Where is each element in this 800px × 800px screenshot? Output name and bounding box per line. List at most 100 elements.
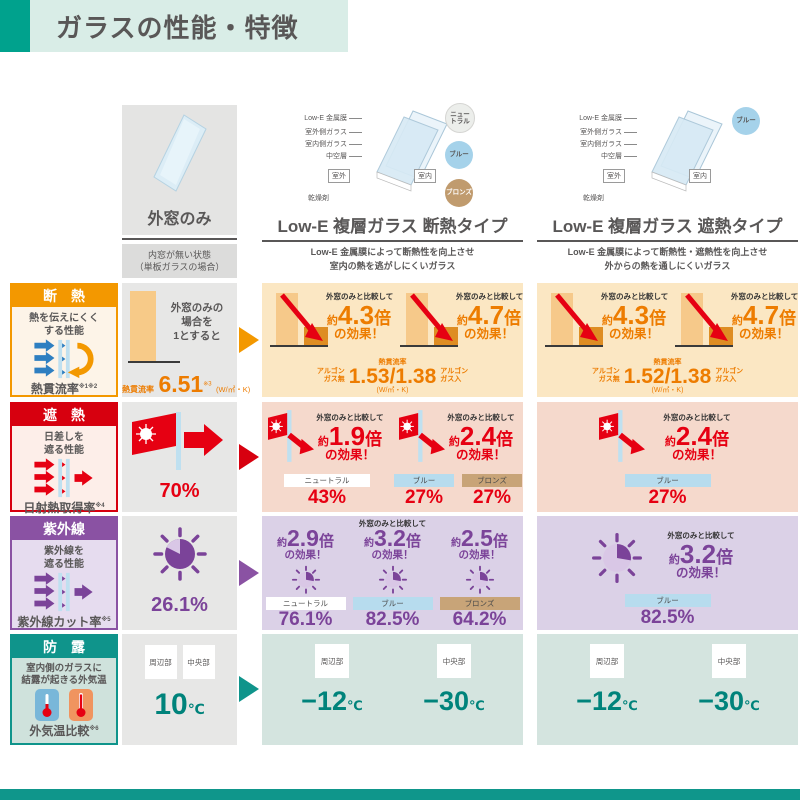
cell-condensation-shielding-type: 周辺部 −12℃ 中央部 −30℃	[537, 634, 798, 745]
temp-group-center: 中央部 −30℃	[679, 634, 779, 745]
page-title: ガラスの性能・特徴	[56, 12, 299, 43]
reference-note: 外窓のみの 場合を 1とすると	[170, 302, 224, 343]
cell-insulation-outer: 外窓のみの 場合を 1とすると 熱貫流率 6.51※3 (W/㎡・K)	[122, 283, 251, 397]
cell-heat-shield-shielding-type: 外窓のみと比較して 約2.4倍 の効果！ ブルー 27%	[537, 402, 798, 512]
uv-sun-pie-icon	[461, 564, 499, 596]
solar-gain-value: 27%	[472, 487, 512, 508]
column-rule-shielding	[537, 240, 798, 242]
center-label: 中央部	[712, 644, 746, 678]
glass-color-label: ブルー	[352, 597, 433, 611]
desiccant-label: 乾燥剤	[308, 195, 329, 202]
page-title-bar: ガラスの性能・特徴	[30, 0, 348, 52]
uv-sun-pie-icon	[374, 564, 412, 595]
swatch-blue: ブルー	[445, 141, 473, 169]
uv-cut-value: 82.5%	[640, 607, 695, 628]
temp-group-edge: 周辺部 −12℃	[282, 634, 382, 745]
outdoor-temp-edge: −12℃	[576, 686, 638, 716]
bar-baseline	[128, 361, 180, 363]
outside-label: 室外	[603, 169, 625, 183]
effect-panel: 約2.5倍 の効果！ ブロンズ 64.2%	[436, 518, 523, 630]
single-pane-glass-illustration	[150, 113, 210, 193]
cell-condensation-outer: 周辺部 中央部 10℃	[122, 634, 237, 745]
solar-gain-value: 27%	[404, 487, 444, 508]
uv-cut-value: 76.1%	[278, 609, 333, 631]
solar-gain-value: 43%	[307, 487, 347, 508]
row-title-insulation: 断 熱	[12, 285, 116, 307]
edge-label: 周辺部	[315, 644, 349, 678]
u-value-cluster: アルゴンガス無 熱貫流率 1.52/1.38 (W/㎡・K) アルゴンガス入	[591, 358, 744, 394]
u-value-cluster: アルゴンガス無 熱貫流率 1.53/1.38 (W/㎡・K) アルゴンガス入	[316, 358, 469, 394]
uv-sun-pie-icon	[150, 524, 210, 584]
cell-condensation-insulation-type: 周辺部 −12℃ 中央部 −30℃	[262, 634, 523, 745]
swatch-neutral: ニュー トラル	[445, 103, 475, 133]
column-caption-outer: 内窓が無い状態 （単板ガラスの場合）	[122, 244, 237, 278]
bar-drop-icon	[543, 289, 605, 351]
effect-panel: 外窓のみと比較して 約4.7倍 の効果！	[394, 287, 523, 357]
center-label: 中央部	[437, 644, 471, 678]
bar-drop-icon	[398, 289, 460, 351]
u-value-outer: 熱貫流率 6.51※3 (W/㎡・K)	[122, 371, 251, 397]
swatch-blue: ブルー	[732, 107, 760, 135]
column-rule-insulation	[262, 240, 523, 242]
column-title-shielding-type: Low-E 複層ガラス 遮熱タイプ	[552, 217, 783, 236]
heat-shield-flow-icon	[32, 457, 96, 499]
outdoor-temp-outer: 10℃	[154, 688, 205, 721]
swatch-bronze: ブロンズ	[445, 179, 473, 207]
row-header-uv: 紫外線 紫外線を 遮る性能 紫外線カット率※5	[10, 516, 118, 630]
cell-uv-insulation-type: 約2.9倍 の効果！ ニュートラル 76.1% 外窓のみと比較して 約3.2倍 …	[262, 516, 523, 630]
cell-heat-shield-outer: 70%	[122, 402, 237, 512]
effect-panel: 外窓のみと比較して 約2.4倍 の効果！ ブルー 27% ブロンズ 27%	[393, 402, 523, 512]
glass-diagram-insulation: Low-E 金属膜 室外側ガラス 室内側ガラス 中空層 室外 室内 乾燥剤 ニュ…	[262, 103, 523, 211]
glass-color-label: ブルー	[624, 594, 711, 607]
inside-label: 室内	[689, 169, 711, 183]
column-title-outer-only: 外窓のみ	[147, 211, 212, 228]
sun-arrow-deflect-icon	[399, 408, 445, 464]
row-title-heat-shield: 遮 熱	[12, 404, 116, 426]
cell-insulation-shielding-type: 外窓のみと比較して 約4.3倍 の効果！ 外窓のみと比較して 約4.7倍 の効果…	[537, 283, 798, 397]
column-rule-outer	[122, 238, 237, 240]
sun-arrow-deflect-icon	[268, 408, 314, 464]
uv-cut-value: 82.5%	[365, 609, 420, 631]
glass-color-label: ブロンズ	[462, 474, 522, 487]
outdoor-temp-edge: −12℃	[301, 686, 363, 716]
solar-gain-outer: 70%	[159, 480, 200, 502]
effect-panel: 約2.9倍 の効果！ ニュートラル 76.1%	[262, 518, 349, 630]
row-header-heat-shield: 遮 熱 日差しを 遮る性能 日射熱取得率※4	[10, 402, 118, 515]
cell-uv-outer: 26.1%	[122, 516, 237, 630]
bar-drop-icon	[268, 289, 330, 351]
arrow-right-red-icon	[239, 444, 259, 470]
row-title-condensation: 防 露	[12, 636, 116, 658]
arrow-right-purple-icon	[239, 560, 259, 586]
glass-color-label: ニュートラル	[265, 597, 346, 611]
arrow-right-orange-icon	[239, 327, 259, 353]
cell-uv-shielding-type: 外窓のみと比較して 約3.2倍 の効果！ ブルー 82.5%	[537, 516, 798, 630]
outdoor-temp-center: −30℃	[423, 686, 485, 716]
row-header-condensation: 防 露 室内側のガラスに 結露が起きる外気温 外気温比較※6	[10, 634, 118, 745]
column-caption-insulation: Low-E 金属膜によって断熱性を向上させ 室内の熱を逃がしにくいガラス	[310, 247, 475, 271]
title-accent-square	[0, 0, 30, 52]
double-pane-glass-illustration	[632, 105, 742, 205]
glass-color-label: ブロンズ	[439, 597, 520, 611]
edge-label: 周辺部	[590, 644, 624, 678]
uv-cut-outer: 26.1%	[151, 594, 208, 616]
glass-color-label: ニュートラル	[284, 474, 370, 487]
temp-group-edge: 周辺部 −12℃	[557, 634, 657, 745]
thermometer-cold-icon	[35, 689, 59, 721]
uv-sun-pie-icon	[589, 530, 645, 586]
arrow-right-teal-icon	[239, 676, 259, 702]
cell-heat-shield-insulation-type: 外窓のみと比較して 約1.9倍 の効果！ ニュートラル 43% 外窓のみと比較し…	[262, 402, 523, 512]
insulation-flow-icon	[32, 338, 96, 380]
glass-color-label: ブルー	[394, 474, 454, 487]
uv-flow-icon	[32, 571, 96, 613]
uv-cut-value: 64.2%	[452, 609, 507, 631]
effect-panel: 外窓のみと比較して 約1.9倍 の効果！ ニュートラル 43%	[262, 402, 392, 512]
glass-color-label: ブルー	[624, 474, 711, 487]
desiccant-label: 乾燥剤	[583, 195, 604, 202]
effect-panel: 外窓のみと比較して 約4.7倍 の効果！	[669, 287, 798, 357]
cell-insulation-insulation-type: 外窓のみと比較して 約4.3倍 の効果！ 外窓のみと比較して 約4.7倍 の効果…	[262, 283, 523, 397]
sun-arrow-through-icon	[130, 410, 226, 472]
solar-gain-value: 27%	[648, 487, 687, 508]
row-title-uv: 紫外線	[12, 518, 116, 540]
effect-panel: 外窓のみと比較して 約3.2倍 の効果！ ブルー 82.5%	[349, 518, 436, 630]
reference-bar	[130, 291, 156, 361]
